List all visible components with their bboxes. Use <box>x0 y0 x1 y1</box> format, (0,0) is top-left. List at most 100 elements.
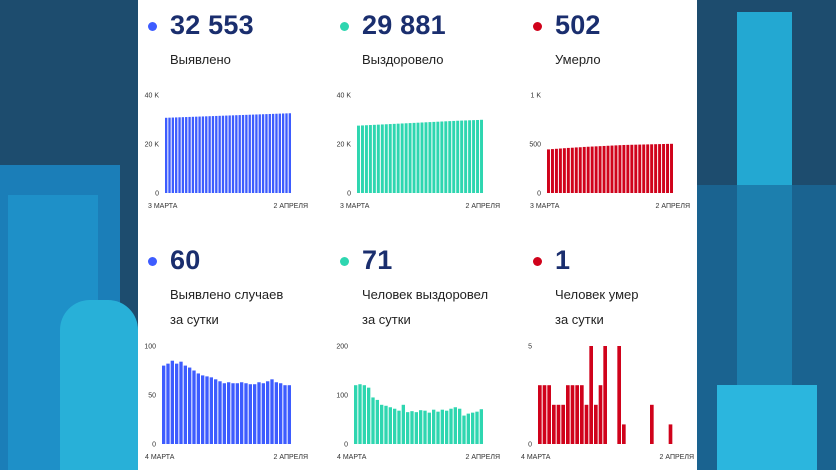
pedestal-shape <box>717 385 817 470</box>
bar <box>586 146 590 193</box>
bar <box>170 360 174 444</box>
bar <box>658 144 662 193</box>
bar <box>266 381 270 444</box>
bar <box>462 415 466 444</box>
bar <box>610 145 614 193</box>
bar-chart: 0 50 100 4 МАРТА 2 АПРЕЛЯ <box>144 344 308 462</box>
bar <box>271 113 275 193</box>
bar <box>464 120 468 193</box>
bar <box>456 120 460 193</box>
bar <box>171 117 175 193</box>
x-end-label: 2 АПРЕЛЯ <box>466 454 500 461</box>
series-dot-icon <box>148 257 157 266</box>
bar <box>558 148 562 193</box>
x-start-label: 3 МАРТА <box>148 203 178 210</box>
x-start-label: 4 МАРТА <box>521 454 551 461</box>
y-tick-label: 1 K <box>530 93 541 100</box>
bar <box>634 144 638 193</box>
bar <box>268 113 271 193</box>
bar <box>598 385 603 444</box>
bar <box>205 376 209 444</box>
bar <box>192 370 196 444</box>
tree-shape <box>60 300 138 470</box>
bar <box>288 113 291 193</box>
y-tick-label: 0 <box>344 442 348 449</box>
bar <box>646 144 650 193</box>
bar-chart: 0 20 K 40 K 3 МАРТА 2 АПРЕЛЯ <box>145 93 308 211</box>
bar <box>416 122 420 193</box>
bar <box>357 125 360 193</box>
bar <box>265 114 268 193</box>
bar <box>547 149 550 193</box>
y-tick-label: 0 <box>152 442 156 449</box>
bar <box>552 404 556 444</box>
bar <box>283 385 287 444</box>
bar <box>248 114 251 193</box>
bar <box>550 149 554 193</box>
bar <box>244 383 248 444</box>
bar <box>423 410 427 444</box>
bar <box>278 113 281 193</box>
stat-label: Умерло <box>555 52 601 67</box>
bar <box>590 146 594 193</box>
bar <box>185 117 188 193</box>
bar <box>358 384 362 444</box>
x-start-label: 4 МАРТА <box>337 454 367 461</box>
bar <box>626 144 630 193</box>
bar <box>401 404 405 444</box>
bar <box>397 410 401 444</box>
bar <box>408 123 412 193</box>
bar <box>419 410 423 444</box>
bar <box>367 387 371 444</box>
bar <box>562 148 566 193</box>
bar <box>396 123 400 193</box>
bar <box>375 399 379 444</box>
bar <box>384 124 388 193</box>
bar <box>471 412 475 444</box>
stat-label: Выявлено <box>170 52 231 67</box>
bar <box>412 122 416 193</box>
y-tick-label: 0 <box>155 191 159 198</box>
stat-value: 32 553 <box>170 10 254 40</box>
bar <box>440 409 444 444</box>
bar-chart: 0 20 K 40 K 3 МАРТА 2 АПРЕЛЯ <box>337 93 500 211</box>
bar <box>614 145 618 193</box>
bar <box>650 144 654 193</box>
bar <box>165 117 168 193</box>
bar <box>406 412 410 444</box>
bar <box>638 144 642 193</box>
bar <box>622 144 626 193</box>
bar <box>538 385 542 444</box>
bar <box>602 145 606 193</box>
bar <box>574 147 578 193</box>
y-tick-label: 100 <box>144 344 156 351</box>
stat-label: Выздоровело <box>362 52 444 67</box>
bar <box>360 125 364 193</box>
stat-value: 502 <box>555 10 601 40</box>
y-tick-label: 50 <box>148 393 156 400</box>
x-start-label: 3 МАРТА <box>530 203 560 210</box>
bar <box>393 408 397 444</box>
bar <box>598 146 602 193</box>
bar <box>580 385 584 444</box>
bar <box>201 116 205 193</box>
bar <box>198 116 201 193</box>
stat-value: 1 <box>555 245 571 275</box>
stat-label: Выявлено случаев <box>170 287 284 302</box>
bar <box>275 113 278 193</box>
stat-label: за сутки <box>362 312 411 327</box>
bar <box>285 113 288 193</box>
bar <box>384 405 388 444</box>
bar <box>460 120 464 193</box>
bar <box>201 375 205 444</box>
stat-value: 60 <box>170 245 201 275</box>
bar <box>617 346 621 444</box>
bar <box>235 383 239 444</box>
bar <box>380 124 384 193</box>
bar <box>175 117 178 193</box>
bar <box>218 381 222 444</box>
bar <box>248 384 252 444</box>
bar <box>479 409 483 444</box>
y-tick-label: 200 <box>336 344 348 351</box>
bar <box>670 143 673 193</box>
